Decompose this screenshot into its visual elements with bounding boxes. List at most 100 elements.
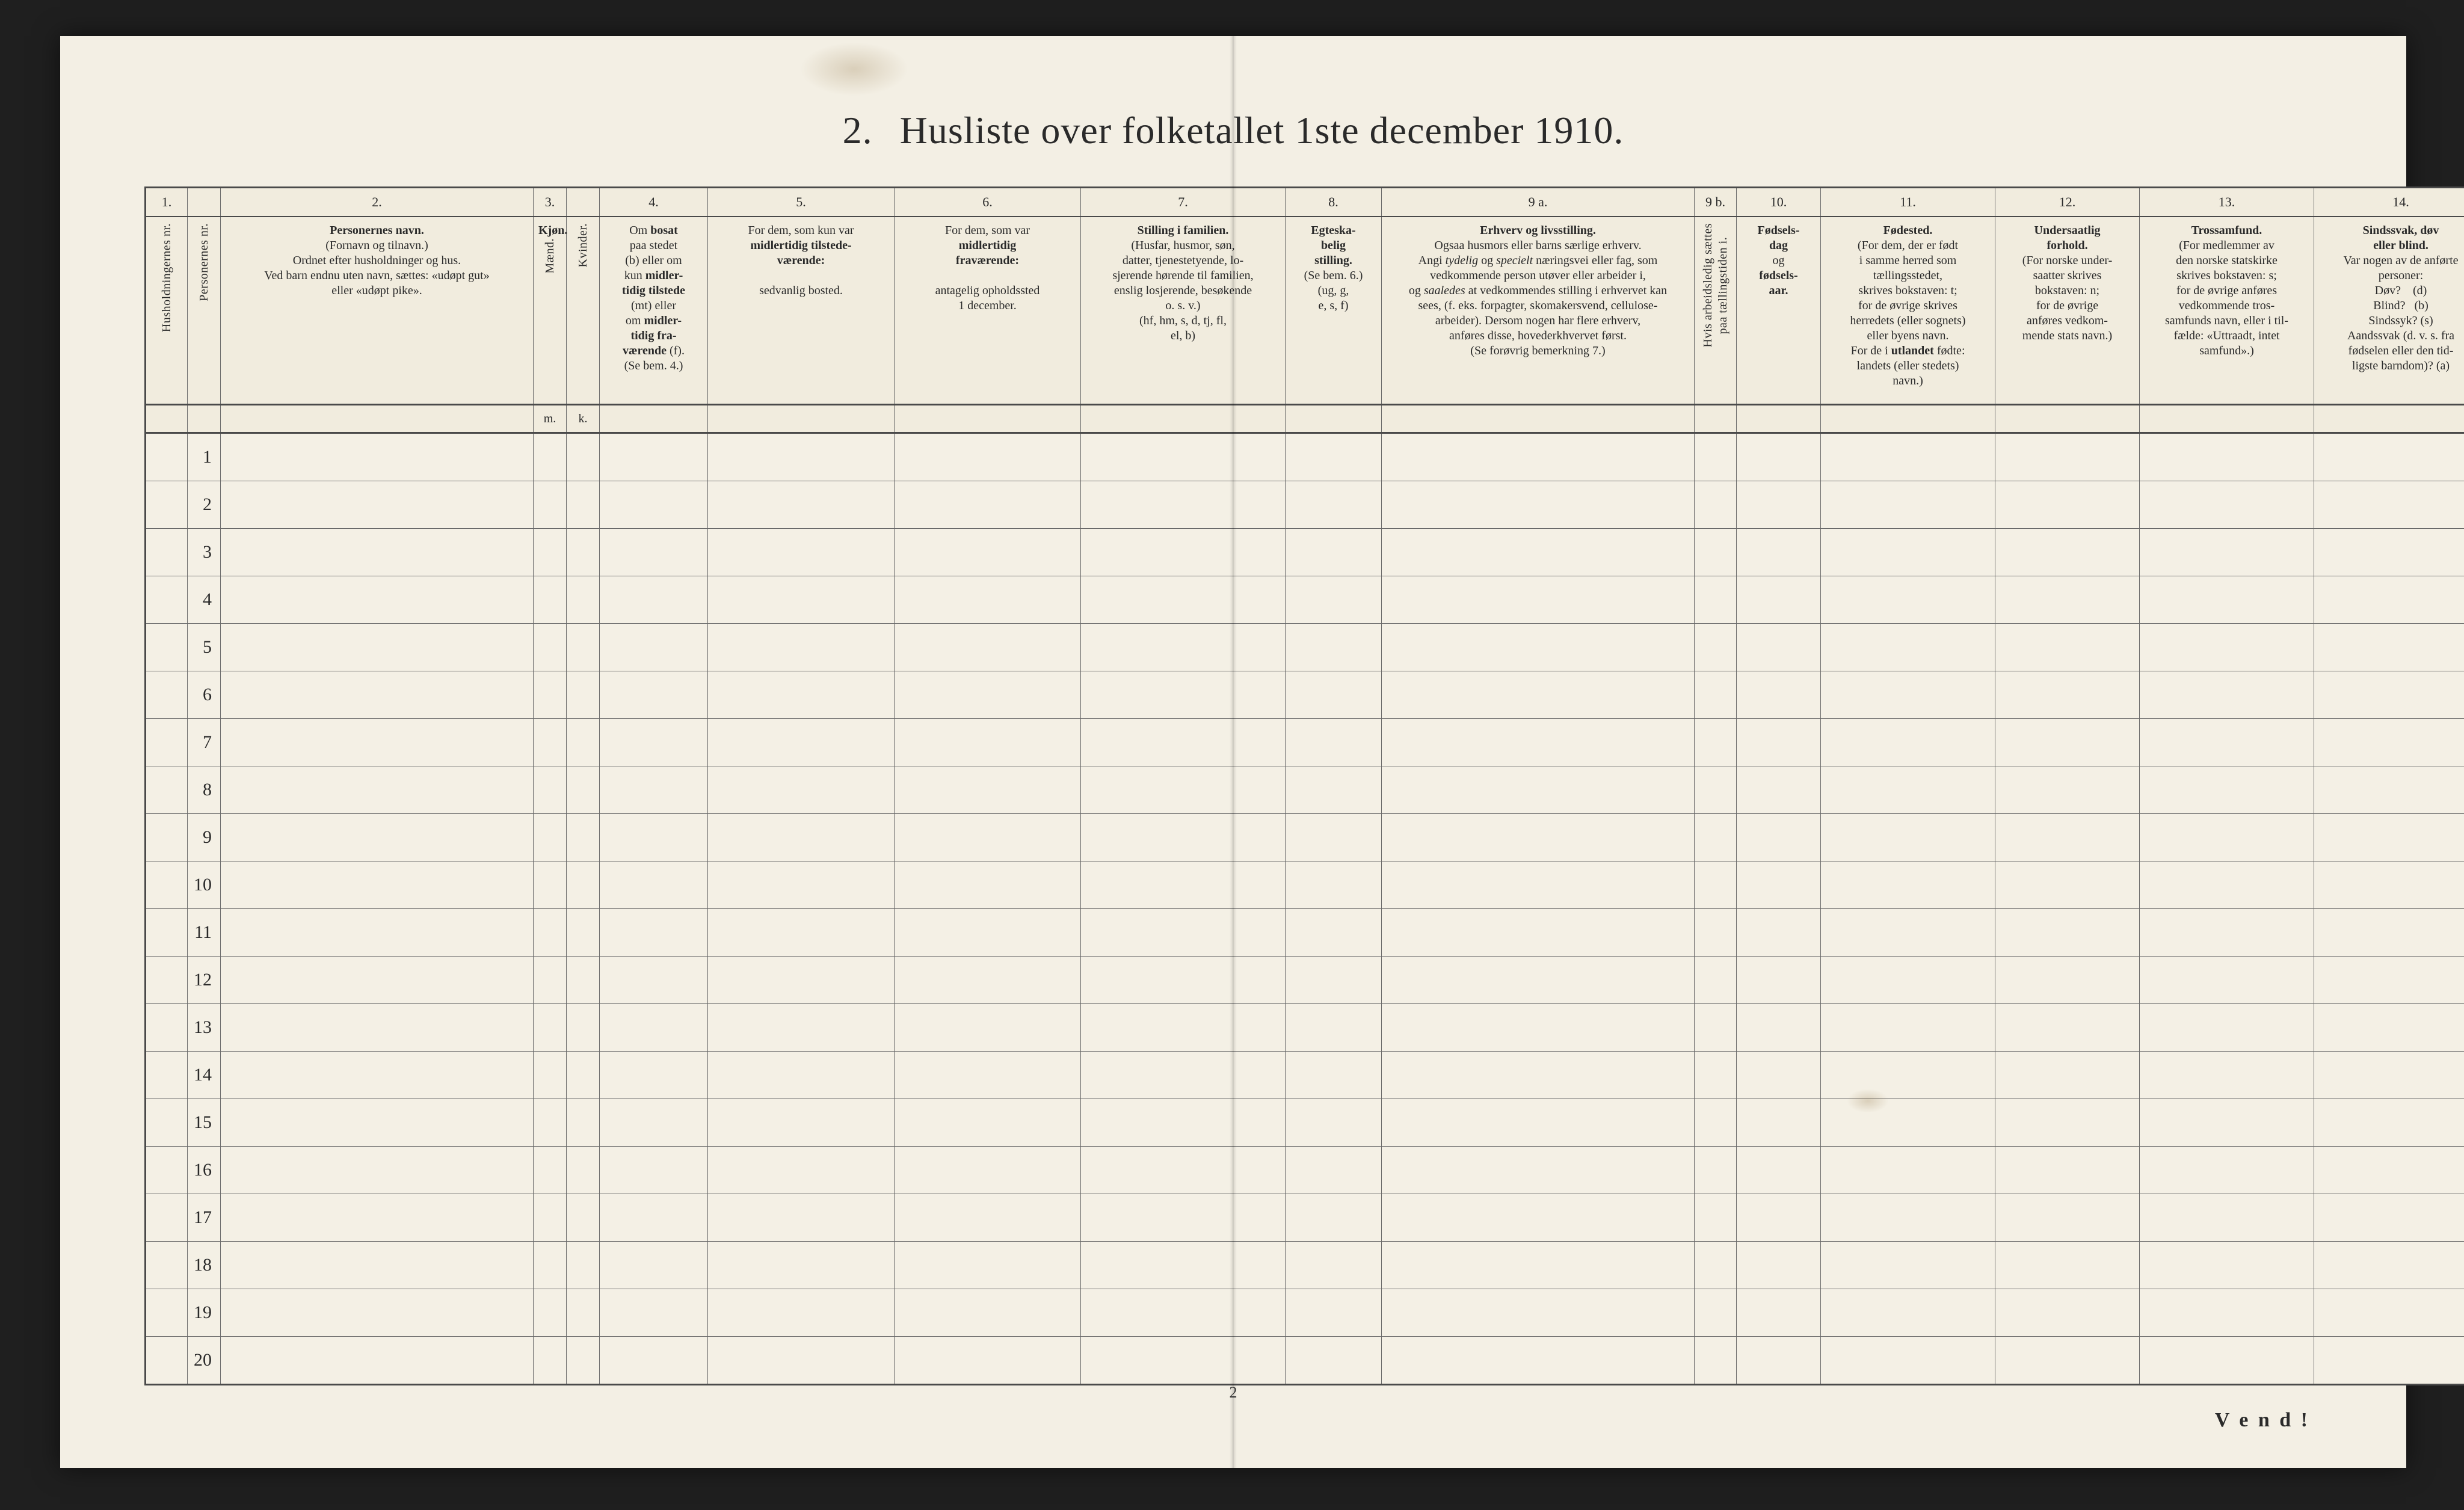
table-cell	[1286, 1099, 1382, 1147]
table-cell	[1995, 1194, 2140, 1242]
column-sublabel	[1286, 405, 1382, 433]
table-row: 5	[146, 624, 2464, 671]
table-cell	[1286, 481, 1382, 529]
table-cell	[2140, 1004, 2314, 1052]
column-number: 5.	[708, 188, 895, 217]
table-cell	[1081, 1337, 1286, 1385]
table-cell	[221, 1242, 534, 1289]
row-number-cell	[146, 624, 188, 671]
table-cell	[1821, 1004, 1995, 1052]
row-number-cell: 8	[188, 766, 221, 814]
table-cell	[708, 1004, 895, 1052]
table-cell	[1821, 1194, 1995, 1242]
table-cell	[1821, 957, 1995, 1004]
table-cell	[2314, 1337, 2464, 1385]
table-cell	[1081, 861, 1286, 909]
table-cell	[1737, 1052, 1821, 1099]
row-number-cell: 16	[188, 1147, 221, 1194]
table-cell	[567, 481, 600, 529]
table-cell	[600, 433, 708, 481]
table-cell	[708, 1289, 895, 1337]
table-cell	[1286, 909, 1382, 957]
column-sublabel	[188, 405, 221, 433]
table-cell	[1995, 433, 2140, 481]
table-row: 4	[146, 576, 2464, 624]
table-cell	[1081, 1194, 1286, 1242]
table-cell	[1081, 957, 1286, 1004]
table-cell	[1081, 671, 1286, 719]
table-cell	[1695, 1052, 1737, 1099]
table-cell	[1382, 1289, 1695, 1337]
table-cell	[534, 1004, 567, 1052]
table-cell	[895, 671, 1081, 719]
table-cell	[1695, 861, 1737, 909]
column-sublabel: m.	[534, 405, 567, 433]
column-sublabel	[1081, 405, 1286, 433]
column-header: Fødested.(For dem, der er fødti samme he…	[1821, 217, 1995, 405]
table-cell	[2140, 766, 2314, 814]
table-row: 10	[146, 861, 2464, 909]
table-cell	[1737, 529, 1821, 576]
table-cell	[567, 957, 600, 1004]
row-number-cell	[146, 576, 188, 624]
table-cell	[1737, 957, 1821, 1004]
title-number: 2.	[843, 109, 873, 152]
table-row: 17	[146, 1194, 2464, 1242]
table-cell	[534, 1099, 567, 1147]
row-number-cell	[146, 719, 188, 766]
row-number-cell	[146, 1194, 188, 1242]
column-header: Kvinder.	[567, 217, 600, 405]
table-cell	[2314, 1242, 2464, 1289]
column-number: 1.	[146, 188, 188, 217]
table-cell	[1821, 529, 1995, 576]
table-row: 8	[146, 766, 2464, 814]
table-cell	[895, 1337, 1081, 1385]
table-cell	[567, 1052, 600, 1099]
table-cell	[2314, 719, 2464, 766]
table-cell	[1695, 624, 1737, 671]
table-cell	[2314, 433, 2464, 481]
table-cell	[708, 433, 895, 481]
table-cell	[600, 814, 708, 861]
table-cell	[600, 1052, 708, 1099]
table-cell	[1821, 909, 1995, 957]
table-cell	[534, 1242, 567, 1289]
table-cell	[708, 1242, 895, 1289]
table-cell	[221, 814, 534, 861]
row-number-cell: 10	[188, 861, 221, 909]
table-cell	[221, 1099, 534, 1147]
table-cell	[1737, 1147, 1821, 1194]
table-cell	[1737, 671, 1821, 719]
table-cell	[1995, 1052, 2140, 1099]
scan-smudge	[800, 42, 908, 96]
table-cell	[1081, 719, 1286, 766]
table-cell	[1081, 433, 1286, 481]
table-cell	[221, 576, 534, 624]
table-cell	[534, 766, 567, 814]
table-cell	[1382, 814, 1695, 861]
table-cell	[534, 433, 567, 481]
table-cell	[567, 1337, 600, 1385]
table-cell	[600, 957, 708, 1004]
table-cell	[1382, 957, 1695, 1004]
table-cell	[600, 1337, 708, 1385]
table-cell	[708, 957, 895, 1004]
column-sublabel	[1995, 405, 2140, 433]
table-cell	[2140, 1289, 2314, 1337]
table-cell	[895, 433, 1081, 481]
row-number-cell	[146, 1004, 188, 1052]
table-cell	[1286, 1147, 1382, 1194]
page: 2. Husliste over folketallet 1ste decemb…	[60, 36, 2406, 1468]
table-cell	[1995, 1337, 2140, 1385]
table-cell	[708, 1337, 895, 1385]
table-cell	[1737, 1194, 1821, 1242]
row-number-cell	[146, 529, 188, 576]
table-cell	[1737, 814, 1821, 861]
table-cell	[2140, 1147, 2314, 1194]
table-cell	[1995, 671, 2140, 719]
table-cell	[1695, 1289, 1737, 1337]
table-cell	[895, 1004, 1081, 1052]
column-header: Om bosatpaa stedet(b) eller omkun midler…	[600, 217, 708, 405]
table-cell	[1995, 909, 2140, 957]
table-cell	[1737, 624, 1821, 671]
